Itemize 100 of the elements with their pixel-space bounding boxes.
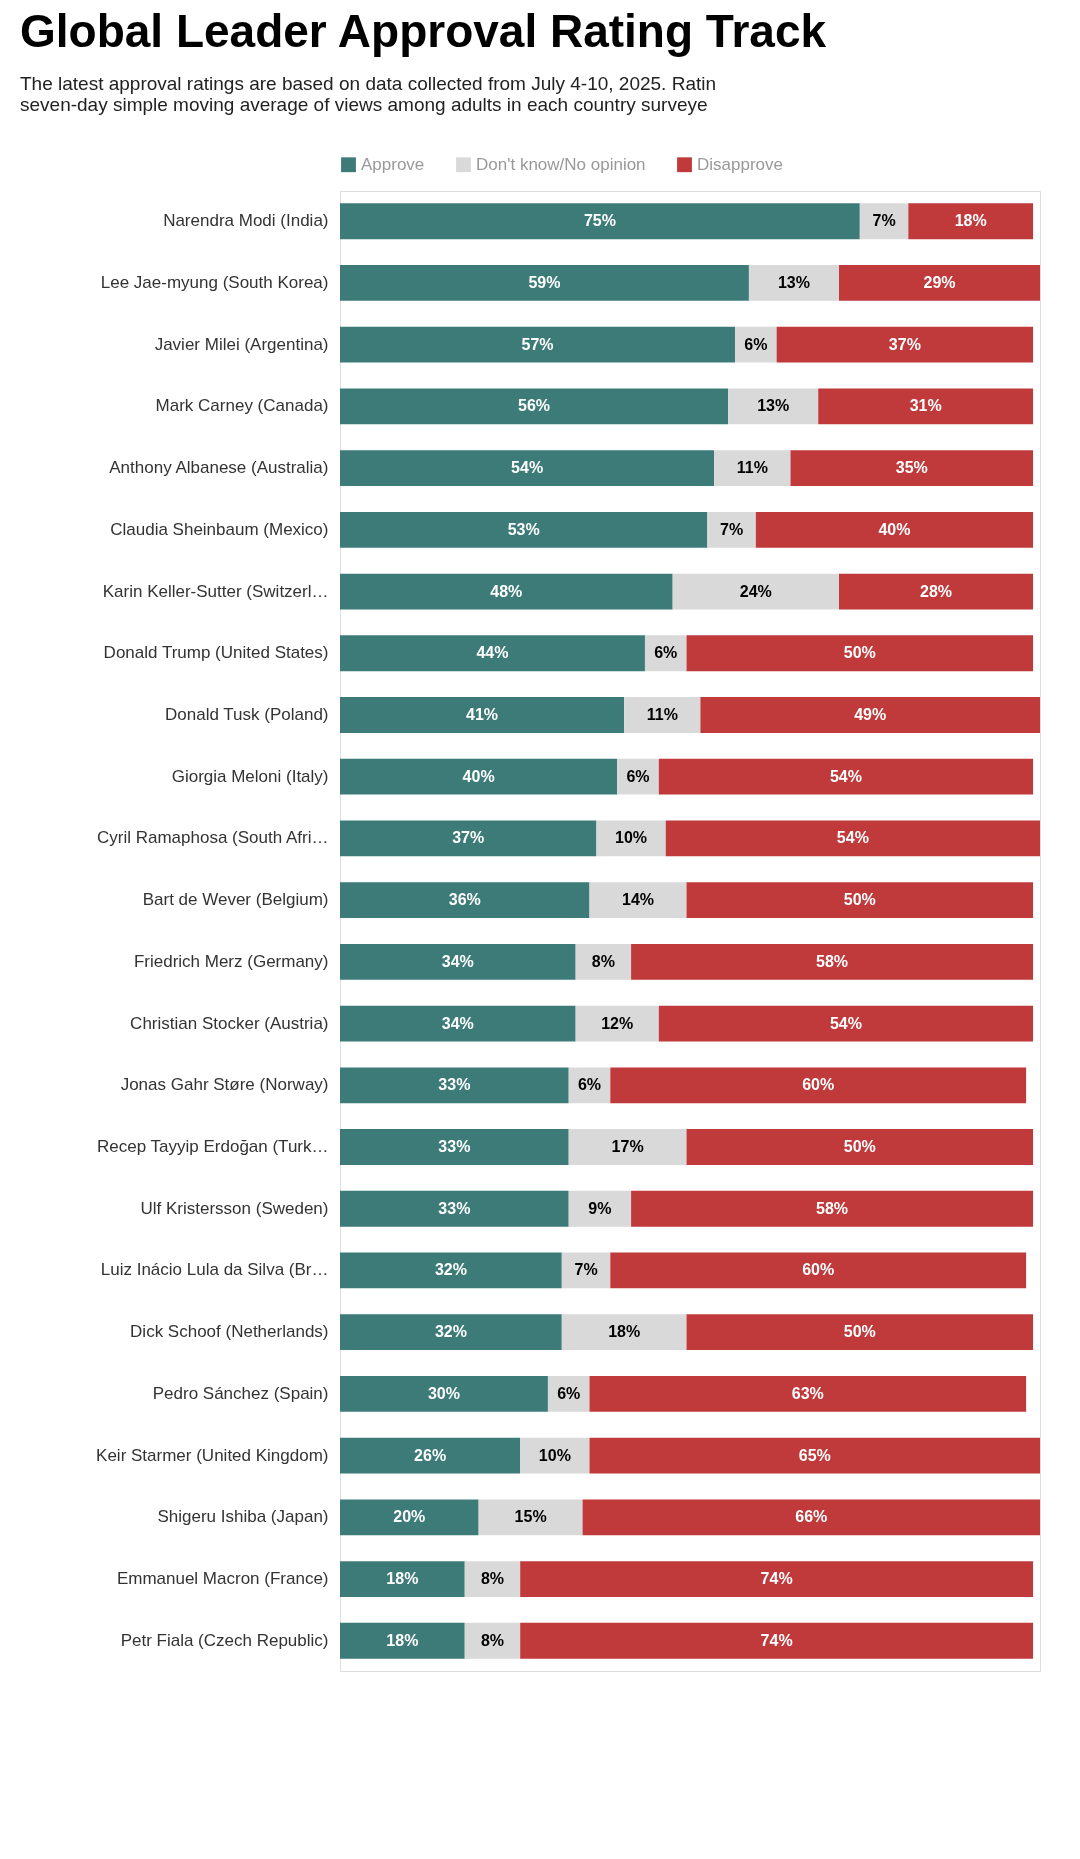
data-label: 32%	[434, 1261, 467, 1279]
data-label: 50%	[843, 891, 876, 909]
legend-label: Disapprove	[697, 154, 783, 174]
data-label: 74%	[760, 1631, 793, 1649]
data-label: 31%	[909, 397, 942, 415]
data-label: 29%	[923, 273, 956, 291]
data-label: 63%	[791, 1384, 824, 1402]
data-label: 7%	[574, 1261, 598, 1279]
y-tick-label: Javier Milei (Argentina)	[154, 334, 329, 354]
data-label: 10%	[538, 1446, 571, 1464]
data-label: 8%	[591, 952, 615, 970]
data-label: 6%	[626, 767, 650, 785]
bar	[755, 511, 1034, 548]
data-label: 37%	[452, 829, 485, 847]
y-tick-label: Narendra Modi (India)	[163, 211, 329, 231]
text: seven-day simple moving average of views among adults in each country surveye	[20, 94, 708, 115]
bar	[340, 388, 729, 425]
data-label: 48%	[490, 582, 523, 600]
data-label: 18%	[386, 1570, 419, 1588]
data-label: 13%	[777, 273, 810, 291]
data-label: 74%	[760, 1570, 793, 1588]
data-label: 53%	[507, 520, 540, 538]
y-tick-label: Pedro Sánchez (Spain)	[152, 1383, 329, 1403]
data-label: 56%	[518, 397, 551, 415]
data-label: 75%	[583, 212, 616, 230]
bar	[672, 573, 840, 610]
bar	[340, 203, 860, 240]
data-label: 40%	[878, 520, 911, 538]
y-tick-label: Friedrich Merz (Germany)	[133, 951, 329, 971]
bar	[340, 1067, 569, 1104]
bar	[568, 1129, 687, 1165]
bar	[478, 1499, 583, 1536]
data-label: 60%	[802, 1076, 835, 1094]
bar	[908, 203, 1034, 240]
data-label: 41%	[466, 705, 499, 723]
y-tick-label: Emmanuel Macron (France)	[116, 1569, 329, 1589]
data-label: 54%	[829, 767, 862, 785]
bar	[589, 1375, 1027, 1412]
data-label: 57%	[521, 335, 554, 353]
bar	[631, 1190, 1034, 1227]
bar	[340, 943, 576, 980]
data-label: 32%	[434, 1323, 467, 1341]
data-label: 6%	[577, 1076, 602, 1094]
bar	[340, 758, 618, 795]
data-label: 54%	[511, 459, 544, 477]
data-label: 66%	[795, 1508, 828, 1526]
bar	[686, 1129, 1034, 1165]
y-tick-label: Dick Schoof (Netherlands)	[130, 1322, 329, 1342]
bar	[340, 1005, 576, 1042]
bar	[700, 697, 1040, 733]
y-tick-label: Anthony Albanese (Australia)	[109, 458, 329, 478]
bar	[686, 882, 1034, 919]
bar	[748, 265, 840, 301]
text: The latest approval ratings are based on data collected from July 4-10, 2025. Ratin	[20, 73, 717, 94]
bar	[340, 882, 590, 919]
data-label: 36%	[448, 891, 481, 909]
bar	[839, 573, 1034, 610]
data-label: 54%	[836, 829, 869, 847]
bar	[818, 388, 1034, 425]
y-tick-label: Mark Carney (Canada)	[155, 396, 329, 416]
bar	[520, 1561, 1034, 1597]
bar	[859, 203, 909, 240]
data-label: 34%	[441, 1014, 474, 1032]
y-tick-label: Giorgia Meloni (Italy)	[171, 766, 329, 786]
data-label: 24%	[739, 582, 772, 600]
bar	[686, 635, 1034, 672]
bar	[340, 450, 715, 487]
bar	[582, 1499, 1040, 1536]
bar	[340, 1190, 569, 1227]
data-label: 18%	[954, 212, 987, 230]
y-tick-label: Petr Fiala (Czech Republic)	[120, 1630, 329, 1650]
data-label: 13%	[757, 397, 790, 415]
y-tick-label: Christian Stocker (Austria)	[130, 1013, 329, 1033]
bar	[340, 1314, 562, 1351]
bar	[728, 388, 819, 425]
bar	[589, 882, 687, 919]
bar	[776, 326, 1034, 363]
bar	[340, 697, 625, 733]
data-label: 11%	[736, 459, 768, 477]
y-tick-label: Donald Trump (United States)	[103, 643, 329, 663]
data-label: 50%	[843, 644, 876, 662]
bar	[340, 1437, 521, 1474]
bar	[658, 1005, 1034, 1042]
bar	[340, 1129, 569, 1165]
bar	[575, 943, 632, 980]
bar	[610, 1067, 1027, 1104]
bar	[839, 265, 1040, 301]
bar	[520, 1437, 590, 1474]
data-label: 8%	[480, 1570, 505, 1588]
y-tick-label: Cyril Ramaphosa (South Afri…	[97, 828, 329, 848]
data-label: 50%	[843, 1323, 876, 1341]
data-label: 26%	[414, 1446, 447, 1464]
y-tick-label: Bart de Wever (Belgium)	[142, 890, 329, 910]
data-label: 65%	[798, 1446, 831, 1464]
bar	[340, 635, 645, 672]
data-label: 33%	[438, 1199, 471, 1217]
data-label: 18%	[386, 1631, 419, 1649]
bar	[589, 1437, 1040, 1474]
data-label: 7%	[872, 212, 896, 230]
y-tick-label: Shigeru Ishiba (Japan)	[157, 1507, 329, 1527]
